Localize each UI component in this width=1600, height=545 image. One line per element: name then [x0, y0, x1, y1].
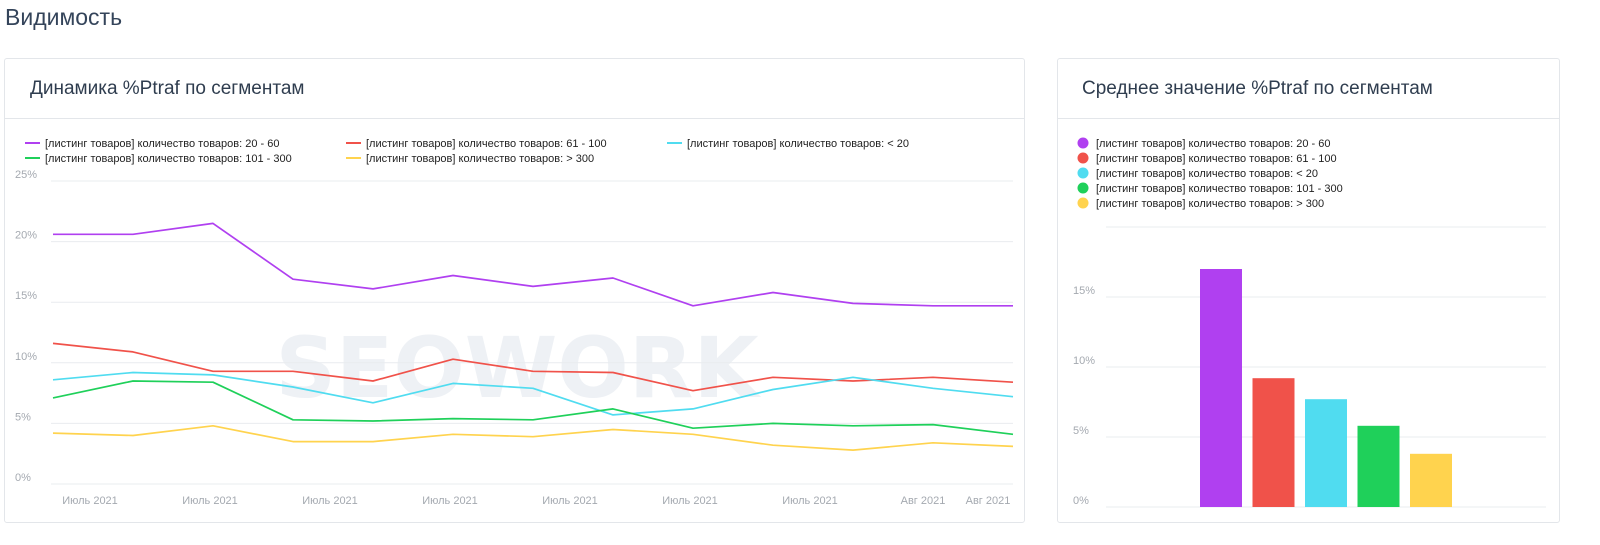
- legend-label: [листинг товаров] количество товаров: > …: [1096, 198, 1324, 210]
- bar: [1252, 378, 1295, 507]
- y-tick-label: 0%: [1073, 495, 1089, 507]
- y-tick-label: 20%: [15, 230, 37, 242]
- x-tick-label: Июль 2021: [782, 495, 838, 507]
- legend-label: [листинг товаров] количество товаров: < …: [1096, 168, 1318, 180]
- series-line: [53, 222, 1013, 307]
- bar: [1200, 269, 1242, 507]
- legend-swatch: [1077, 182, 1089, 194]
- legend-label: [листинг товаров] количество товаров: 10…: [45, 153, 292, 165]
- x-tick-label: Авг 2021: [901, 495, 946, 507]
- bar-chart-header: Среднее значение %Ptraf по сегментам: [1058, 59, 1559, 119]
- bar: [1410, 453, 1452, 507]
- x-tick-label: Июль 2021: [422, 495, 478, 507]
- y-tick-label: 15%: [1073, 285, 1095, 297]
- y-tick-label: 5%: [15, 411, 31, 423]
- legend-label: [листинг товаров] количество товаров: 20…: [1096, 138, 1330, 150]
- line-chart-title: Динамика %Ptraf по сегментам: [30, 78, 305, 99]
- bar-chart-title: Среднее значение %Ptraf по сегментам: [1082, 78, 1433, 99]
- y-tick-label: 10%: [15, 351, 37, 363]
- section-title: Видимость: [5, 4, 123, 30]
- legend-label: [листинг товаров] количество товаров: < …: [687, 138, 909, 150]
- y-tick-label: 5%: [1073, 425, 1089, 437]
- x-tick-label: Июль 2021: [662, 495, 718, 507]
- legend-swatch: [1077, 137, 1089, 149]
- y-tick-label: 25%: [15, 169, 37, 181]
- series-line: [52, 380, 1014, 436]
- legend-label: [листинг товаров] количество товаров: > …: [366, 153, 594, 165]
- series-line: [52, 424, 1014, 451]
- bar-chart: 0% 5% 10% 15% [листинг товаров] количество т…: [1073, 137, 1546, 508]
- bar-chart-card: Среднее значение %Ptraf по сегментам 0% 5…: [1057, 58, 1560, 523]
- line-chart: SEOWORK 0% 5% 10% 15% 20% 25% Июль 2021 Июль 202…: [15, 138, 1014, 507]
- legend-label: [листинг товаров] количество товаров: 20…: [45, 138, 279, 150]
- x-tick-label: Июль 2021: [302, 495, 358, 507]
- line-chart-header: Динамика %Ptraf по сегментам: [5, 59, 1024, 119]
- x-tick-label: Июль 2021: [182, 495, 238, 507]
- legend-swatch: [1077, 152, 1089, 164]
- y-tick-label: 0%: [15, 472, 31, 484]
- y-tick-label: 15%: [15, 290, 37, 302]
- legend-label: [листинг товаров] количество товаров: 61…: [1096, 153, 1337, 165]
- legend-swatch: [1077, 197, 1089, 209]
- x-tick-label: Авг 2021: [966, 495, 1011, 507]
- series-line: [52, 342, 1014, 392]
- legend-swatch: [1077, 167, 1089, 179]
- y-tick-label: 10%: [1073, 355, 1095, 367]
- line-chart-card: Динамика %Ptraf по сегментам SEOWORK 0% 5%…: [4, 58, 1025, 523]
- watermark: SEOWORK: [275, 319, 761, 417]
- bar: [1305, 399, 1347, 507]
- bar: [1357, 425, 1400, 507]
- legend-label: [листинг товаров] количество товаров: 10…: [1096, 183, 1343, 195]
- legend-label: [листинг товаров] количество товаров: 61…: [366, 138, 607, 150]
- series-line: [52, 371, 1014, 416]
- x-tick-label: Июль 2021: [542, 495, 598, 507]
- x-tick-label: Июль 2021: [62, 495, 118, 507]
